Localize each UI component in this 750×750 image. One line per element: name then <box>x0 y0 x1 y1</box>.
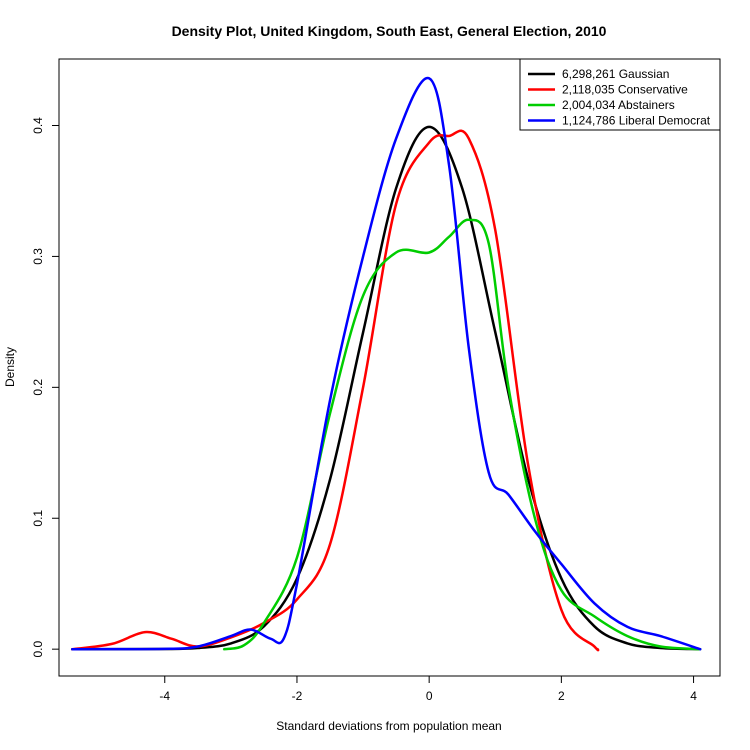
y-tick-label: 0.4 <box>31 117 45 134</box>
legend-label: 2,004,034 Abstainers <box>562 98 675 112</box>
series-line-2 <box>222 218 702 651</box>
series-line-0 <box>70 125 702 651</box>
series-lines <box>70 77 702 652</box>
y-tick-label: 0.0 <box>31 640 45 657</box>
legend-label: 1,124,786 Liberal Democrat <box>562 114 711 128</box>
y-axis: 0.0 0.1 0.2 0.3 0.4 <box>31 117 60 658</box>
x-tick-label: -4 <box>159 689 170 703</box>
legend-box <box>519 58 721 131</box>
x-axis: -4 -2 0 2 4 <box>159 675 697 703</box>
series-line-3 <box>70 77 702 651</box>
y-tick-label: 0.2 <box>31 379 45 396</box>
legend-label: 2,118,035 Conservative <box>562 83 688 97</box>
chart-title: Density Plot, United Kingdom, South East… <box>172 23 607 39</box>
x-tick-label: 0 <box>426 689 433 703</box>
y-tick-label: 0.1 <box>31 510 45 527</box>
legend-label: 6,298,261 Gaussian <box>562 67 669 81</box>
y-tick-label: 0.3 <box>31 248 45 265</box>
series-line-1 <box>70 129 600 652</box>
x-tick-label: 2 <box>558 689 565 703</box>
legend: 6,298,261 Gaussian 2,118,035 Conservative… <box>519 58 721 131</box>
x-tick-label: 4 <box>690 689 697 703</box>
x-axis-label: Standard deviations from population mean <box>276 719 501 733</box>
y-axis-label: Density <box>3 347 17 387</box>
x-tick-label: -2 <box>292 689 303 703</box>
